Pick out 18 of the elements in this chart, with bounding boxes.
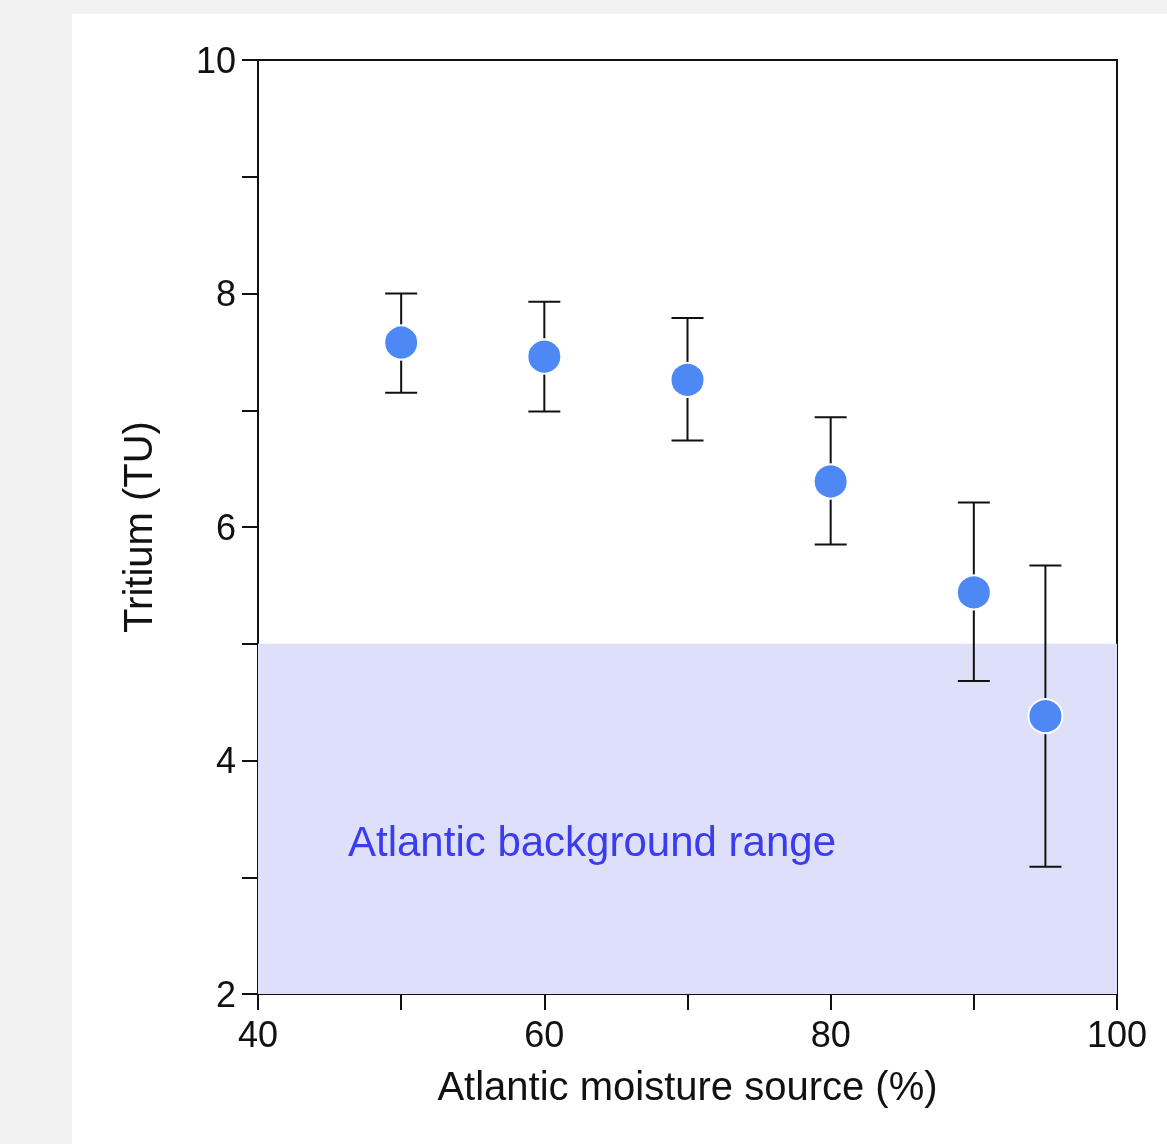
point <box>955 574 992 611</box>
point <box>812 463 849 500</box>
y-tick-label: 10 <box>195 39 236 81</box>
y-tick-label: 4 <box>215 740 236 781</box>
point <box>383 324 420 361</box>
y-axis-title: Tritium (TU) <box>116 421 160 633</box>
x-tick-label: 40 <box>237 1013 279 1055</box>
x-tick-label: 80 <box>810 1013 851 1055</box>
point <box>1027 698 1064 735</box>
point <box>526 338 563 375</box>
x-axis-title: Atlantic moisture source (%) <box>437 1064 938 1108</box>
y-tick-label: 2 <box>215 973 236 1015</box>
y-tick-label: 8 <box>215 273 236 314</box>
point <box>669 361 706 398</box>
band-label: Atlantic background range <box>348 818 836 866</box>
x-tick-label: 100 <box>1086 1013 1148 1055</box>
x-tick-label: 60 <box>524 1013 565 1055</box>
y-tick-label: 6 <box>215 506 236 548</box>
